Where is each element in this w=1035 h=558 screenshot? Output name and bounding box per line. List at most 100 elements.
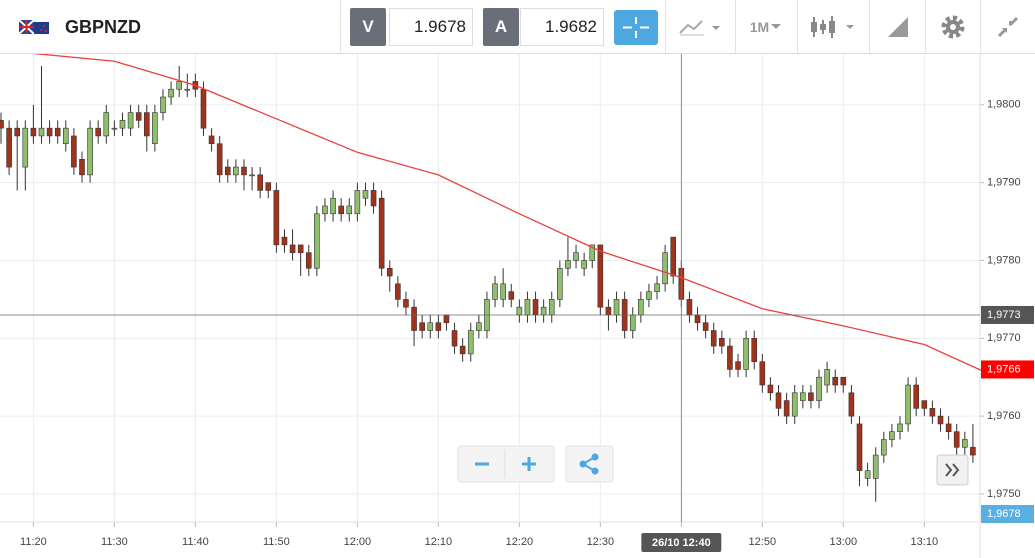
x-tick-label: 12:10 [425, 536, 453, 548]
crosshair-time-label: 26/10 12:40 [652, 537, 711, 549]
candle-body [451, 330, 458, 347]
candle-body [419, 322, 425, 331]
candle-body [305, 252, 312, 269]
last-price-box [981, 360, 1034, 379]
bid-letter[interactable]: V [350, 8, 386, 46]
candle-body [152, 112, 158, 145]
x-tick-label: 13:10 [911, 536, 939, 548]
candle-body [362, 190, 369, 199]
crosshair-price-label: 1,9773 [987, 309, 1021, 321]
x-tick-label: 11:20 [20, 536, 47, 548]
candle-body [710, 330, 717, 347]
candle-body [913, 384, 920, 409]
y-tick-label: 1,9770 [987, 332, 1021, 344]
candle-body [889, 431, 895, 440]
candle-body [435, 322, 442, 331]
candle-body [0, 120, 4, 129]
ask-price[interactable]: 1.9682 [520, 8, 604, 46]
candle-body [929, 408, 936, 417]
candle-body [945, 423, 952, 433]
candle-body [613, 299, 620, 316]
candle-body [395, 283, 401, 300]
x-tick-label: 11:40 [182, 536, 209, 548]
candle-body [54, 127, 61, 137]
candle-body [783, 400, 790, 417]
candle-body [160, 96, 166, 113]
x-tick-label: 12:20 [506, 536, 534, 548]
settings-button[interactable] [925, 0, 980, 53]
candle-body [143, 112, 150, 137]
x-tick-label: 12:50 [749, 536, 777, 548]
candle-body [605, 306, 612, 316]
last-price-label: 1,9766 [987, 363, 1021, 375]
crosshair-button[interactable] [614, 10, 658, 45]
candle-body [848, 392, 855, 417]
candle-body [233, 166, 239, 176]
share-button[interactable] [579, 453, 599, 475]
candle-body [241, 166, 247, 176]
candle-body [816, 376, 822, 401]
candle-body [338, 205, 344, 215]
y-tick-label: 1,9780 [987, 254, 1021, 266]
candle-body [881, 439, 887, 456]
x-tick-label: 12:00 [344, 536, 372, 548]
candle-body [265, 182, 272, 191]
candle-body [297, 244, 304, 253]
candle-body [14, 127, 20, 137]
timeframe-button[interactable]: 1M [735, 0, 797, 53]
candle-body [111, 127, 118, 130]
candle-body [508, 291, 515, 300]
y-tick-label: 1,9760 [987, 410, 1021, 422]
candle-body [476, 322, 482, 331]
zoom-box [457, 445, 555, 483]
candle-body [216, 143, 223, 176]
candle-body [492, 283, 498, 300]
zoom-in-button[interactable] [522, 457, 536, 471]
collapse-button[interactable] [980, 0, 1035, 53]
candle-body [832, 376, 839, 386]
candle-body [22, 127, 29, 168]
candle-body [589, 244, 596, 261]
candle-body [840, 376, 847, 386]
candle-body [257, 174, 263, 191]
chart-style-button[interactable] [665, 0, 735, 53]
candle-body [524, 299, 531, 316]
symbol: GBPNZD [65, 17, 141, 37]
candle-body [565, 260, 571, 269]
candle-body [864, 470, 871, 479]
candle-body [79, 158, 85, 176]
candle-body [937, 415, 944, 425]
y-tick-label: 1,9800 [987, 99, 1021, 111]
candle-body [581, 260, 587, 269]
candle-body [743, 338, 749, 370]
y-tick-label: 1,9750 [987, 488, 1021, 500]
overlays: 26/10 12:40 1,9773 1,9766 1,9678 [0, 54, 1034, 552]
scroll-end-button[interactable] [936, 454, 969, 486]
candle-body [686, 299, 693, 316]
candle-body [386, 267, 393, 277]
flag-icon [19, 20, 49, 35]
candle-type-button[interactable] [797, 0, 869, 53]
candle-body [103, 112, 110, 137]
y-tick-label: 1,9790 [987, 177, 1021, 189]
candle-body [95, 127, 101, 137]
candle-body [403, 299, 409, 308]
candle-body [281, 236, 288, 246]
ask-letter[interactable]: A [483, 8, 519, 46]
moving-average [33, 54, 982, 371]
candle-body [694, 314, 701, 324]
candle-body [378, 197, 385, 269]
draw-button[interactable] [869, 0, 925, 53]
crosshair-price-box [981, 305, 1034, 324]
bid-tag-box [981, 505, 1034, 523]
candle-body [6, 127, 12, 168]
candle-body [168, 88, 174, 98]
bid-price[interactable]: 1.9678 [389, 8, 473, 46]
candle-body [208, 135, 215, 145]
candle-body [427, 322, 434, 331]
chart: 11:20 11:30 11:40 11:50 12:00 12:10 12:20 12:30… [0, 54, 1035, 558]
candle-body [775, 392, 782, 409]
candle-body [176, 81, 182, 90]
candle-body [322, 205, 328, 215]
